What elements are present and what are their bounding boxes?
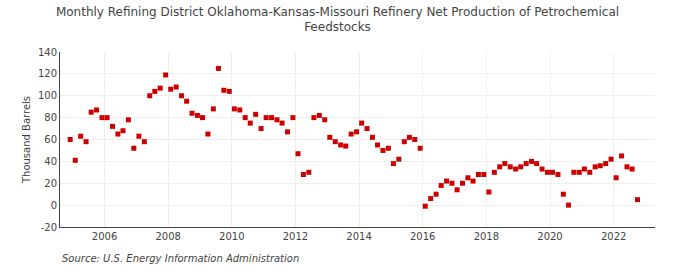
- svg-text:140: 140: [38, 47, 57, 58]
- svg-text:2008: 2008: [155, 231, 180, 242]
- svg-text:60: 60: [44, 134, 57, 145]
- svg-text:20: 20: [44, 178, 57, 189]
- svg-text:2022: 2022: [601, 231, 626, 242]
- svg-text:2016: 2016: [410, 231, 435, 242]
- svg-text:2018: 2018: [474, 231, 499, 242]
- svg-text:120: 120: [38, 68, 57, 79]
- svg-text:Monthly Refining District Okla: Monthly Refining District Oklahoma-Kansa…: [56, 5, 619, 35]
- svg-text:Thousand Barrels: Thousand Barrels: [21, 96, 32, 184]
- svg-text:2014: 2014: [346, 231, 371, 242]
- svg-text:100: 100: [38, 90, 57, 101]
- svg-text:2012: 2012: [283, 231, 308, 242]
- svg-text:2010: 2010: [219, 231, 244, 242]
- svg-text:0: 0: [51, 200, 57, 211]
- svg-text:2020: 2020: [537, 231, 562, 242]
- svg-text:Source: U.S. Energy Informatio: Source: U.S. Energy Information Administ…: [62, 253, 299, 264]
- svg-text:-20: -20: [41, 222, 57, 233]
- svg-text:2006: 2006: [92, 231, 117, 242]
- svg-text:40: 40: [44, 156, 57, 167]
- svg-text:80: 80: [44, 112, 57, 123]
